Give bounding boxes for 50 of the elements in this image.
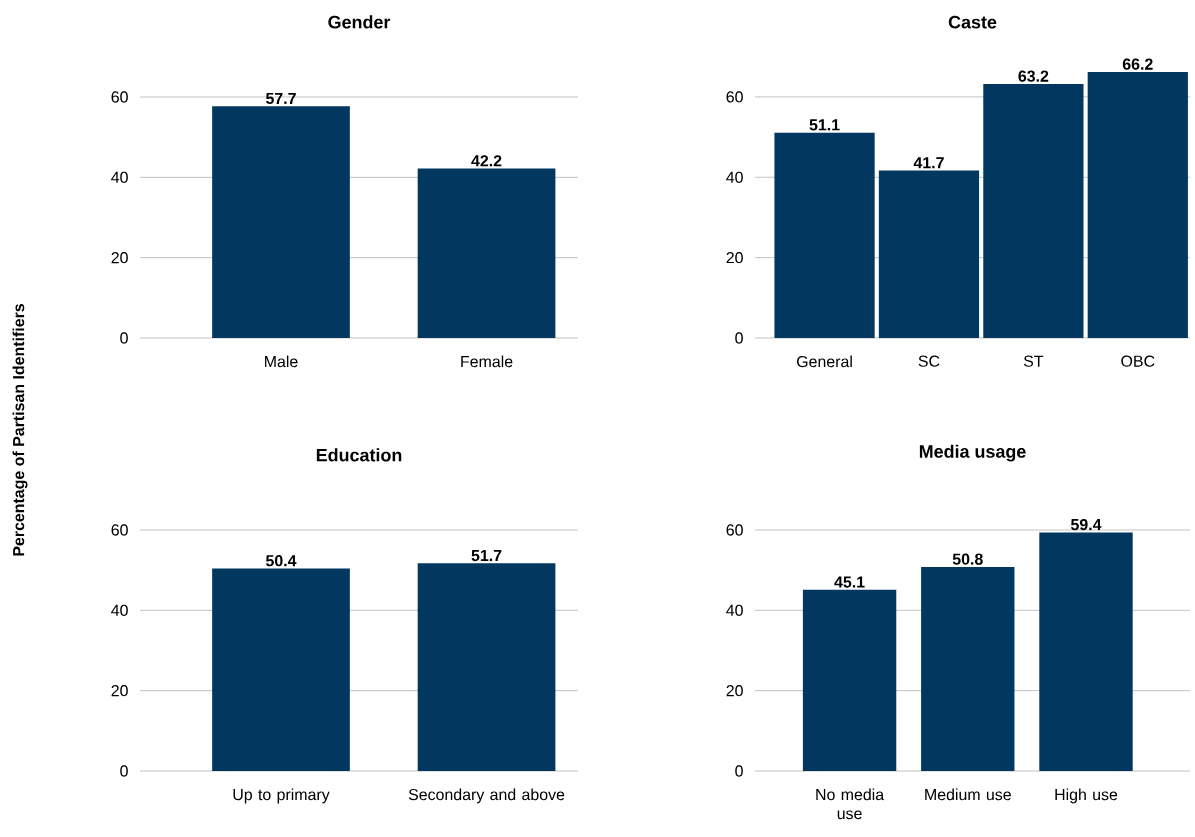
y-tick-label: 60 — [726, 524, 743, 536]
bar — [1039, 532, 1133, 771]
data-label: 45.1 — [834, 576, 865, 588]
x-tick-label: Secondary and above — [408, 788, 565, 804]
data-label: 42.2 — [471, 155, 502, 167]
y-tick-label: 20 — [111, 685, 128, 697]
data-label: 66.2 — [1122, 58, 1153, 70]
bar — [983, 84, 1084, 338]
chart-title: Caste — [948, 15, 997, 29]
x-tick-label: SC — [918, 355, 940, 367]
x-tick-label: OBC — [1121, 355, 1155, 367]
x-tick-label: No media use — [816, 788, 885, 820]
y-tick-label: 20 — [726, 685, 743, 697]
y-tick-label: 40 — [111, 604, 128, 616]
y-axis-title: Percentage of Partisan Identifiers — [12, 304, 28, 556]
x-tick-label: Medium use — [925, 788, 1011, 801]
bar — [802, 589, 897, 771]
bar — [921, 566, 1015, 771]
y-tick-label: 0 — [735, 332, 743, 344]
data-label: 59.4 — [1070, 518, 1102, 531]
y-tick-label: 0 — [120, 332, 128, 344]
chart-title: Media usage — [919, 444, 1026, 462]
data-label: 41.7 — [913, 157, 944, 169]
data-label: 50.4 — [265, 555, 297, 567]
data-label: 51.1 — [809, 119, 840, 131]
y-tick-label: 0 — [735, 765, 743, 777]
y-tick-label: 40 — [726, 171, 743, 183]
y-tick-label: 40 — [726, 604, 743, 616]
bar — [774, 132, 875, 338]
y-tick-label: 60 — [726, 91, 743, 103]
bar — [878, 170, 980, 338]
x-tick-label: Up to primary — [233, 788, 330, 804]
chart-title: Education — [316, 448, 402, 462]
y-tick-label: 60 — [111, 524, 128, 536]
data-label: 50.8 — [952, 553, 983, 565]
x-tick-label: Male — [265, 355, 298, 368]
chart-title: Gender — [328, 15, 391, 29]
x-tick-label: High use — [1055, 788, 1118, 804]
y-tick-label: 20 — [726, 251, 743, 264]
x-tick-label: Female — [461, 355, 513, 368]
data-label: 57.7 — [265, 92, 296, 105]
y-tick-label: 20 — [111, 252, 128, 264]
x-tick-label: ST — [1023, 355, 1044, 367]
bar — [1087, 71, 1188, 338]
data-label: 51.7 — [471, 550, 502, 562]
x-tick-label: General — [796, 355, 852, 368]
y-tick-label: 0 — [120, 765, 128, 777]
y-tick-label: 60 — [111, 91, 128, 103]
y-tick-label: 40 — [111, 171, 128, 183]
data-label: 63.2 — [1018, 70, 1049, 82]
